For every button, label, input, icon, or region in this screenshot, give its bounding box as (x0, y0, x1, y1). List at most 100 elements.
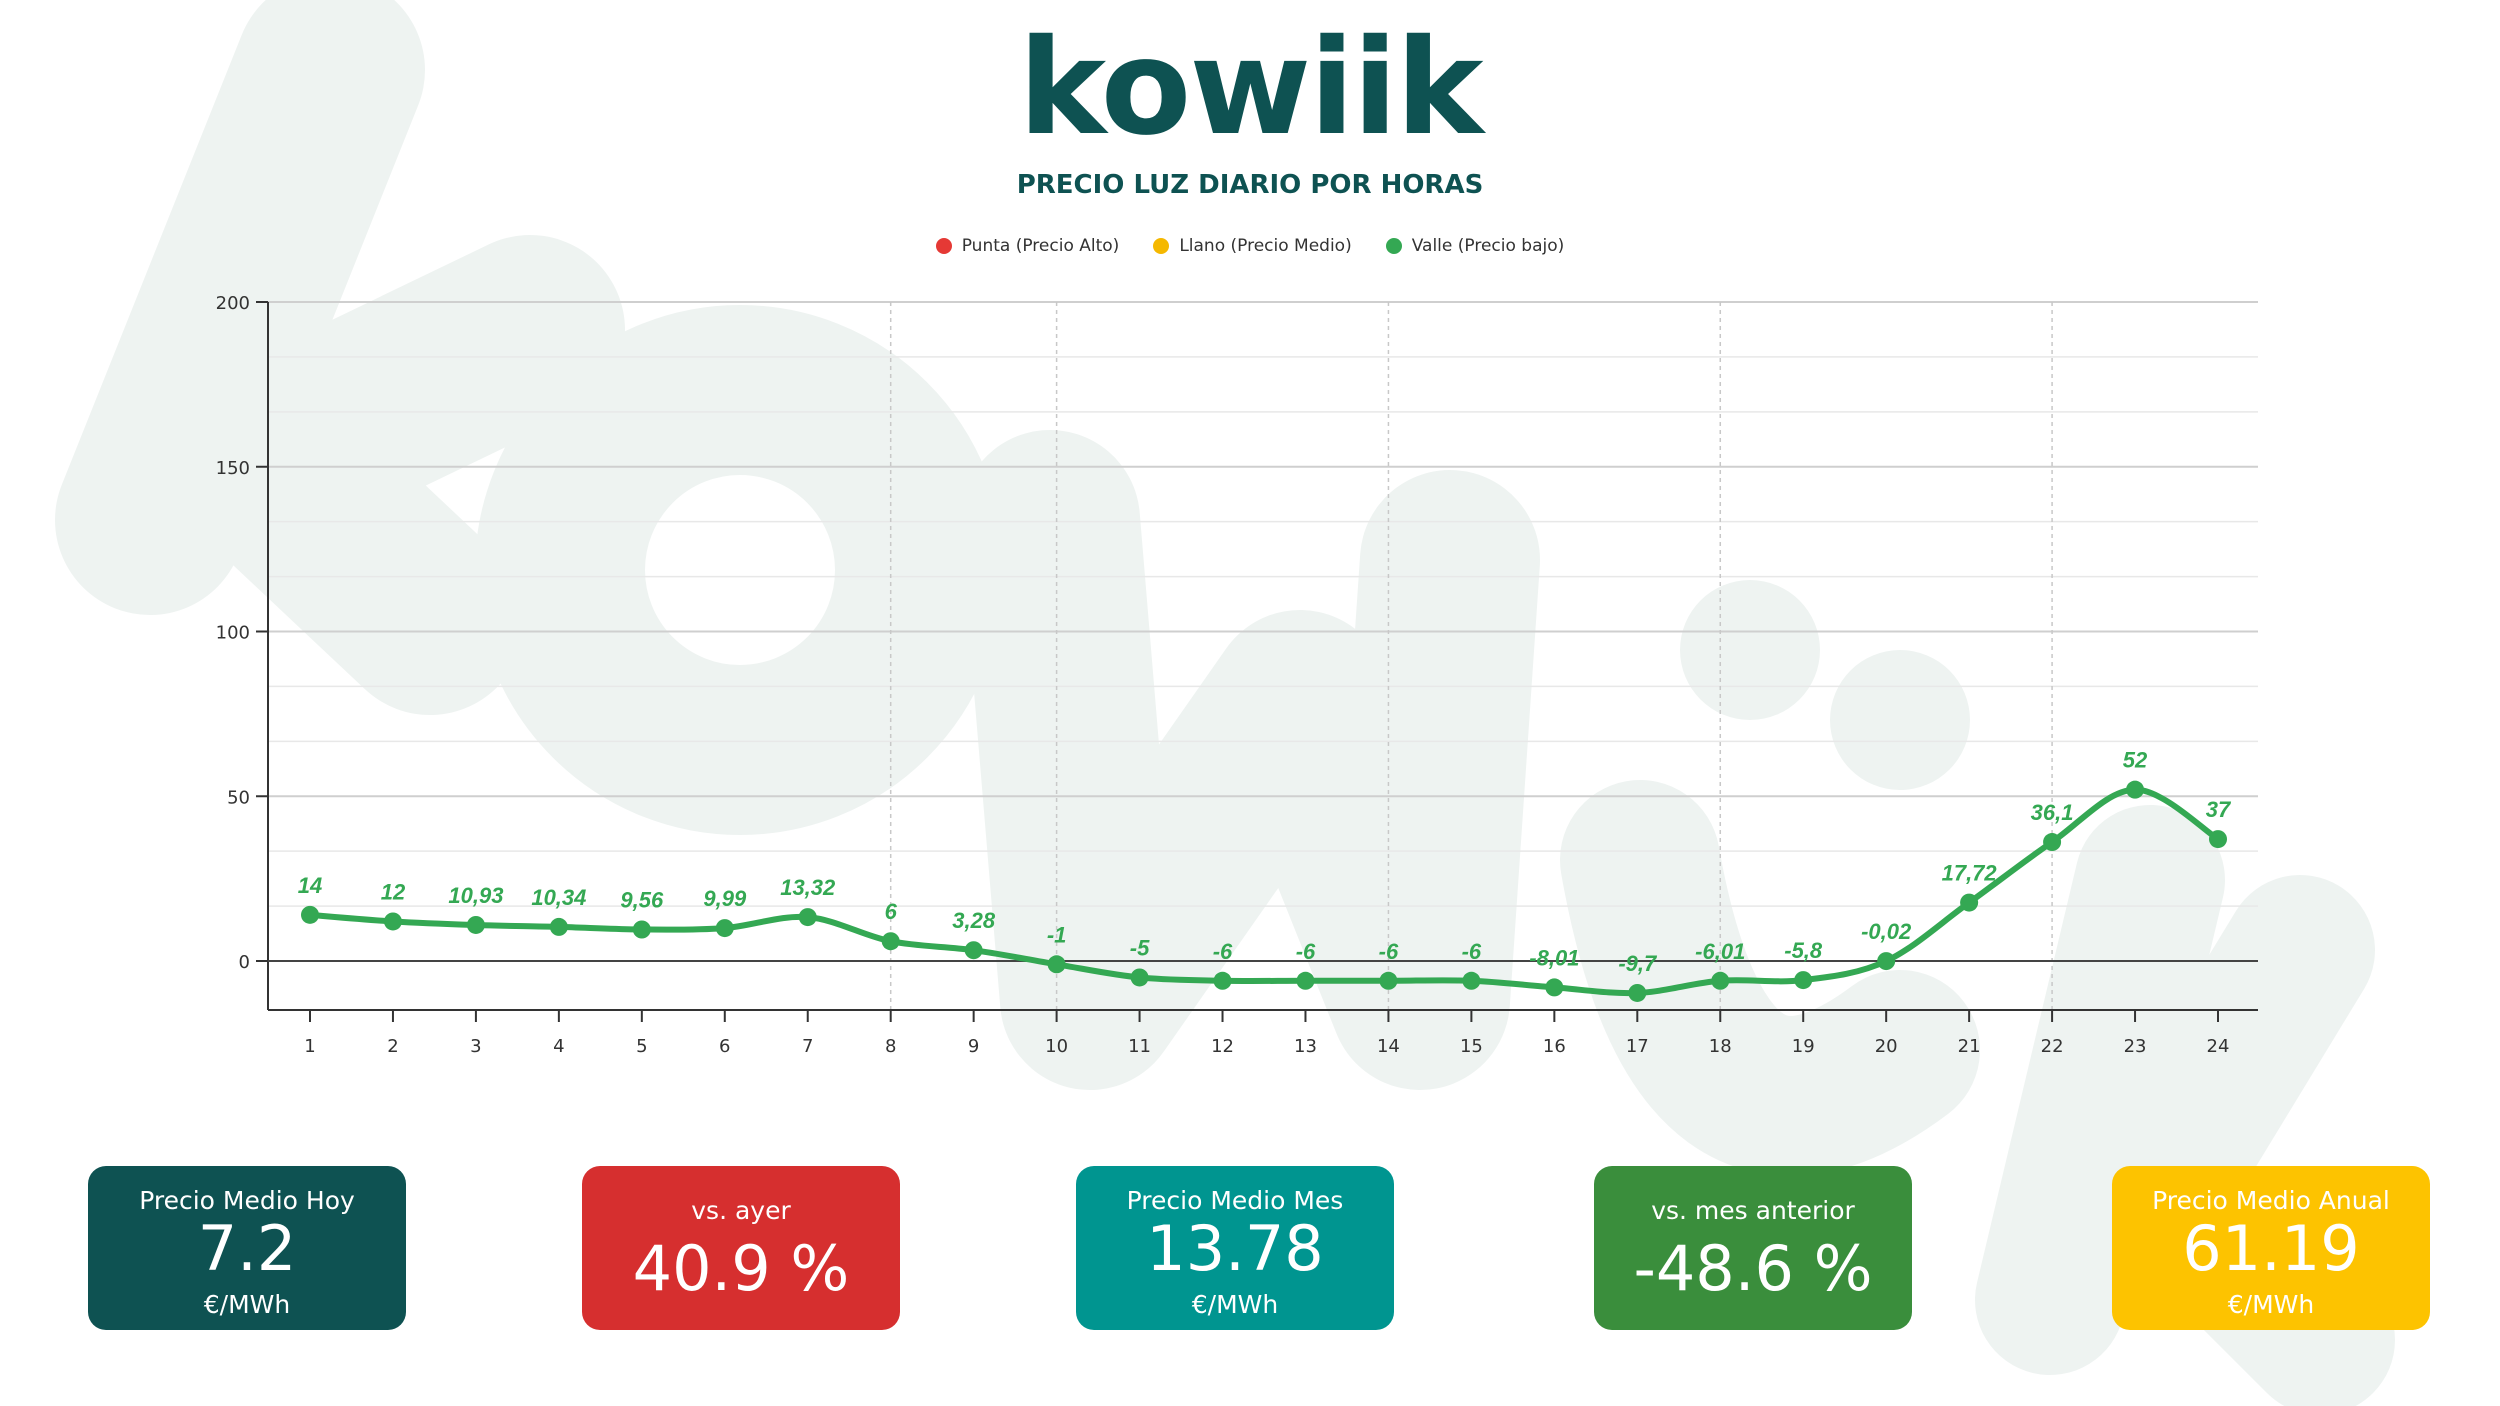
data-label: -6 (1379, 939, 1399, 964)
data-label: 9,99 (703, 886, 747, 911)
data-label: -8,01 (1529, 945, 1579, 970)
x-tick-label: 15 (1460, 1036, 1483, 1057)
data-point (1296, 971, 1315, 990)
x-tick-label: 5 (636, 1036, 647, 1057)
series-line-valle (309, 786, 2220, 997)
data-label: -0,02 (1861, 919, 1912, 944)
data-label: 9,56 (620, 887, 664, 912)
kowiik-logo: kowiik (1018, 11, 1483, 165)
y-tick-label: 0 (239, 952, 250, 973)
card-label: Precio Medio Hoy (139, 1186, 355, 1215)
data-point (1545, 978, 1564, 997)
data-label: -6,01 (1695, 939, 1745, 964)
card-label: Precio Medio Mes (1126, 1186, 1344, 1215)
x-tick-label: 11 (1128, 1036, 1151, 1057)
x-tick-label: 6 (719, 1036, 730, 1057)
x-tick-label: 20 (1875, 1036, 1898, 1057)
legend-dot-red-icon (935, 238, 952, 254)
data-point (466, 915, 485, 934)
data-point (1213, 971, 1232, 990)
legend-dot-yellow-icon (1153, 238, 1170, 254)
data-point (1877, 952, 1896, 971)
x-tick-label: 9 (968, 1036, 979, 1057)
data-point (1711, 971, 1730, 990)
x-tick-label: 4 (553, 1036, 564, 1057)
data-point (1130, 968, 1149, 987)
x-tick-label: 3 (470, 1036, 481, 1057)
data-label: 10,34 (531, 885, 586, 910)
data-label: -5,8 (1784, 938, 1823, 963)
data-label: -6 (1296, 939, 1316, 964)
data-label: 3,28 (952, 908, 996, 933)
data-point (798, 908, 817, 927)
card-unit: €/MWh (1191, 1290, 1279, 1319)
legend-item-llano[interactable]: Llano (Precio Medio) (1153, 236, 1352, 256)
card-label: Precio Medio Anual (2152, 1186, 2390, 1215)
y-tick-label: 50 (227, 787, 250, 808)
y-tick-label: 150 (216, 458, 250, 479)
x-tick-label: 17 (1626, 1036, 1649, 1057)
data-point (2126, 780, 2145, 799)
data-label: 13,32 (780, 875, 836, 900)
legend-label: Valle (Precio bajo) (1411, 236, 1565, 256)
x-tick-label: 2 (387, 1036, 398, 1057)
card-unit: €/MWh (203, 1290, 291, 1319)
data-label: -6 (1462, 939, 1482, 964)
card-label: vs. ayer (691, 1196, 791, 1225)
x-tick-label: 10 (1045, 1036, 1068, 1057)
card-value: 7.2 (197, 1212, 297, 1285)
data-label: -5 (1130, 935, 1150, 960)
data-label: 12 (381, 879, 406, 904)
card-precio-medio-mes: Precio Medio Mes 13.78 €/MWh (1076, 1166, 1394, 1330)
data-point (301, 905, 319, 924)
data-point (1047, 955, 1066, 974)
data-label: 6 (885, 899, 898, 924)
legend-label: Llano (Precio Medio) (1179, 236, 1352, 256)
data-label: 17,72 (1942, 861, 1998, 886)
data-point (1379, 971, 1398, 990)
data-point (964, 941, 983, 960)
x-tick-label: 23 (2124, 1036, 2147, 1057)
x-tick-label: 12 (1211, 1036, 1234, 1057)
data-point (1794, 971, 1813, 990)
data-point (1628, 983, 1647, 1002)
y-tick-label: 100 (216, 623, 250, 644)
data-label: 52 (2123, 748, 2148, 773)
x-tick-label: 22 (2041, 1036, 2064, 1057)
x-tick-label: 19 (1792, 1036, 1815, 1057)
data-point (2043, 833, 2062, 852)
card-value: 61.19 (2182, 1212, 2360, 1285)
legend-dot-green-icon (1385, 238, 1402, 254)
data-point (632, 920, 651, 939)
data-point (715, 919, 734, 938)
card-vs-mes-anterior: vs. mes anterior -48.6 % (1594, 1166, 1912, 1330)
data-point (1960, 893, 1979, 912)
x-tick-label: 14 (1377, 1036, 1400, 1057)
card-value: 13.78 (1146, 1212, 1324, 1285)
chart-title: PRECIO LUZ DIARIO POR HORAS (1016, 170, 1484, 200)
card-label: vs. mes anterior (1651, 1196, 1855, 1225)
legend-item-valle[interactable]: Valle (Precio bajo) (1385, 236, 1565, 256)
card-precio-medio-anual: Precio Medio Anual 61.19 €/MWh (2112, 1166, 2430, 1330)
data-label: 14 (298, 873, 322, 898)
card-value: 40.9 % (632, 1232, 850, 1305)
card-value: -48.6 % (1633, 1232, 1873, 1305)
data-label: 37 (2206, 797, 2232, 822)
data-point (549, 917, 568, 936)
card-precio-medio-hoy: Precio Medio Hoy 7.2 €/MWh (88, 1166, 406, 1330)
x-tick-label: 16 (1543, 1036, 1566, 1057)
x-tick-label: 18 (1709, 1036, 1732, 1057)
legend-item-punta[interactable]: Punta (Precio Alto) (935, 236, 1119, 256)
chart-legend: Punta (Precio Alto) Llano (Precio Medio)… (0, 236, 2500, 256)
x-tick-label: 24 (2207, 1036, 2230, 1057)
data-label: 10,93 (448, 883, 503, 908)
y-tick-label: 200 (216, 293, 250, 314)
data-point (2209, 830, 2227, 849)
data-point (383, 912, 402, 931)
data-label: -1 (1047, 922, 1067, 947)
x-tick-label: 21 (1958, 1036, 1981, 1057)
data-label: 36,1 (2031, 800, 2074, 825)
card-vs-ayer: vs. ayer 40.9 % (582, 1166, 900, 1330)
data-label: -6 (1213, 939, 1233, 964)
